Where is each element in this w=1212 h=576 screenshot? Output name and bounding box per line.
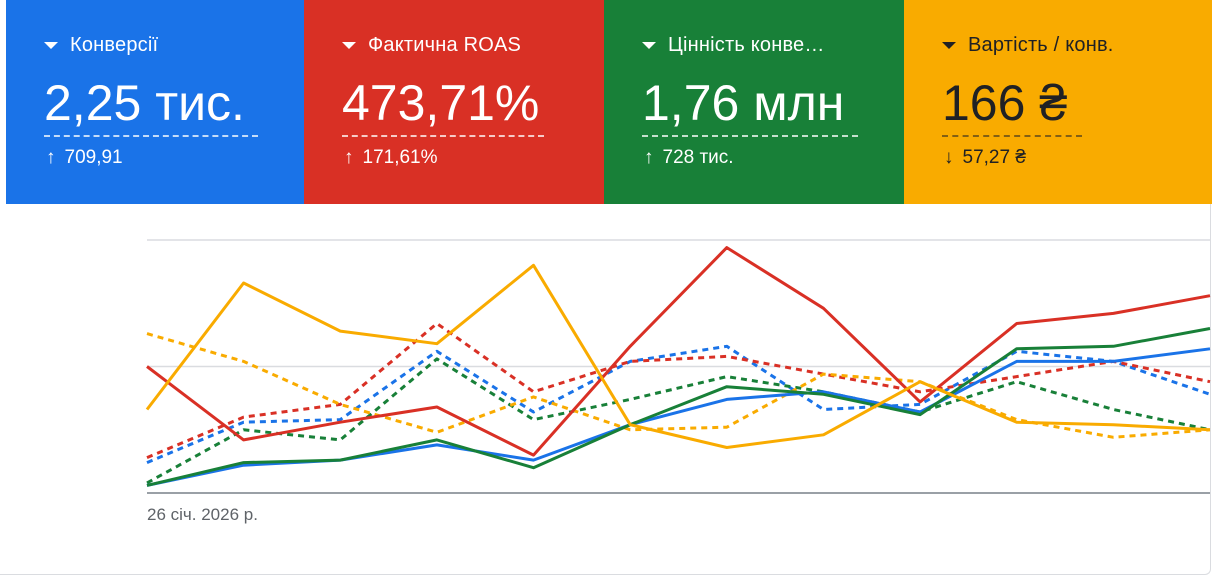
series-line-conv_value — [146, 327, 1211, 487]
metric-value: 2,25 тис. — [44, 75, 245, 131]
metric-value: 1,76 млн — [642, 75, 845, 131]
series-line-conversions-comparison — [146, 344, 1211, 464]
arrow-up-icon: ↑ — [344, 147, 354, 168]
dropdown-caret-icon[interactable] — [44, 42, 58, 49]
metric-value-underline — [44, 135, 258, 137]
arrow-up-icon: ↑ — [644, 147, 654, 168]
metric-delta-value: 728 тис. — [662, 147, 734, 168]
metric-delta: ↑ 171,61% — [344, 147, 438, 169]
metric-delta: ↑ 709,91 — [46, 147, 123, 169]
metric-delta: ↓ 57,27 ₴ — [944, 147, 1026, 169]
metric-value-underline — [342, 135, 544, 137]
x-axis-start-label: 26 січ. 2026 р. — [147, 505, 258, 524]
metric-label: Фактична ROAS — [368, 34, 522, 56]
metric-label: Конверсії — [70, 34, 159, 56]
series-line-roas-comparison — [146, 322, 1211, 459]
metric-selector-cost-per-conv[interactable]: Вартість / конв. — [942, 34, 1114, 57]
dropdown-caret-icon[interactable] — [342, 42, 356, 49]
series-line-conversions — [146, 347, 1211, 487]
chart-series — [145, 246, 1211, 487]
metric-selector-roas[interactable]: Фактична ROAS — [342, 34, 521, 57]
series-line-roas — [146, 246, 1211, 457]
metric-delta: ↑ 728 тис. — [644, 147, 734, 169]
metric-card-conversions[interactable]: Конверсії 2,25 тис. ↑ 709,91 — [6, 0, 304, 204]
metric-cards: Конверсії 2,25 тис. ↑ 709,91 Фактична RO… — [6, 0, 1212, 204]
chart-gridlines — [147, 239, 1210, 368]
series-line-conv_value-comparison — [146, 357, 1211, 485]
performance-line-chart[interactable] — [0, 204, 1212, 574]
dropdown-caret-icon[interactable] — [642, 42, 656, 49]
metric-selector-conversions[interactable]: Конверсії — [44, 34, 158, 57]
arrow-down-icon: ↓ — [944, 147, 954, 168]
arrow-up-icon: ↑ — [46, 147, 56, 168]
metric-card-cost-per-conv[interactable]: Вартість / конв. 166 ₴ ↓ 57,27 ₴ — [904, 0, 1212, 204]
metric-value: 166 ₴ — [942, 75, 1068, 131]
dropdown-caret-icon[interactable] — [942, 42, 956, 49]
series-line-cost_per_conv — [145, 263, 1211, 449]
metric-delta-value: 709,91 — [64, 147, 123, 168]
metric-selector-conv-value[interactable]: Цінність конве… — [642, 34, 825, 57]
metric-value-underline — [642, 135, 858, 137]
metric-value-underline — [942, 135, 1082, 137]
metric-delta-value: 57,27 ₴ — [962, 147, 1026, 168]
metric-label: Цінність конве… — [668, 34, 825, 56]
metric-card-roas[interactable]: Фактична ROAS 473,71% ↑ 171,61% — [304, 0, 604, 204]
metric-delta-value: 171,61% — [362, 147, 438, 168]
metric-value: 473,71% — [342, 75, 540, 131]
metric-card-conv-value[interactable]: Цінність конве… 1,76 млн ↑ 728 тис. — [604, 0, 904, 204]
metric-label: Вартість / конв. — [968, 34, 1114, 56]
